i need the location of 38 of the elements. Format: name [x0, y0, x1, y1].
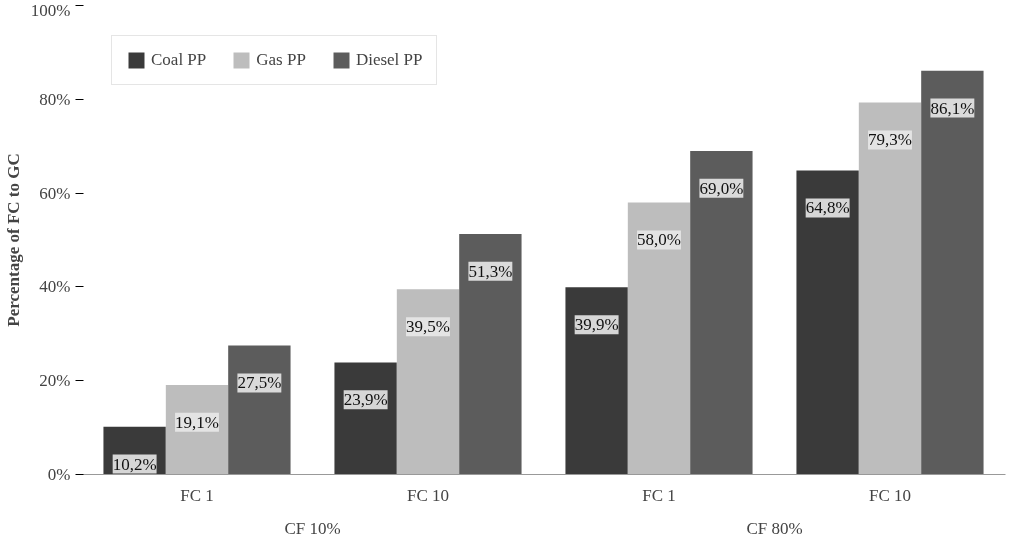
- legend-label: Coal PP: [151, 50, 207, 70]
- data-label: 79,3%: [868, 130, 912, 150]
- y-axis-title: Percentage of FC to GC: [3, 153, 23, 327]
- text: CF 10%: [284, 518, 341, 538]
- data-label: 23,9%: [343, 390, 388, 410]
- data-label: 64,8%: [805, 198, 850, 218]
- y-tick-label: 100%: [30, 0, 71, 20]
- y-tick-label: 20%: [39, 371, 71, 391]
- bar: [565, 287, 628, 475]
- legend-label: Diesel PP: [355, 50, 423, 70]
- text: CF 80%: [746, 518, 803, 538]
- bar: [921, 70, 984, 475]
- x-tick-label: FC 1: [642, 485, 676, 505]
- bar: [228, 345, 291, 475]
- bar: [796, 170, 859, 475]
- bar: [690, 150, 753, 475]
- data-label: 19,1%: [175, 412, 219, 432]
- data-label: 51,3%: [468, 261, 513, 281]
- bar: [627, 202, 691, 475]
- data-label: 39,5%: [406, 317, 450, 337]
- data-label: 27,5%: [237, 373, 282, 393]
- y-tick-label: 40%: [39, 277, 71, 297]
- data-label: 58,0%: [637, 230, 681, 250]
- x-tick-label: FC 10: [406, 485, 450, 505]
- y-tick-label: 80%: [39, 89, 71, 109]
- x-tick-label: FC 10: [868, 485, 912, 505]
- data-label: 39,9%: [574, 315, 619, 335]
- bar: [334, 362, 397, 475]
- y-tick-label: 60%: [39, 183, 71, 203]
- y-tick-label: 0%: [47, 465, 71, 484]
- data-label: 69,0%: [699, 178, 744, 198]
- bar: [459, 233, 522, 475]
- bar: [396, 289, 460, 475]
- legend-label: Gas PP: [256, 50, 306, 70]
- bar: [858, 102, 922, 475]
- data-label: 86,1%: [930, 98, 975, 118]
- x-tick-label: FC 1: [180, 485, 214, 505]
- data-label: 10,2%: [112, 454, 157, 474]
